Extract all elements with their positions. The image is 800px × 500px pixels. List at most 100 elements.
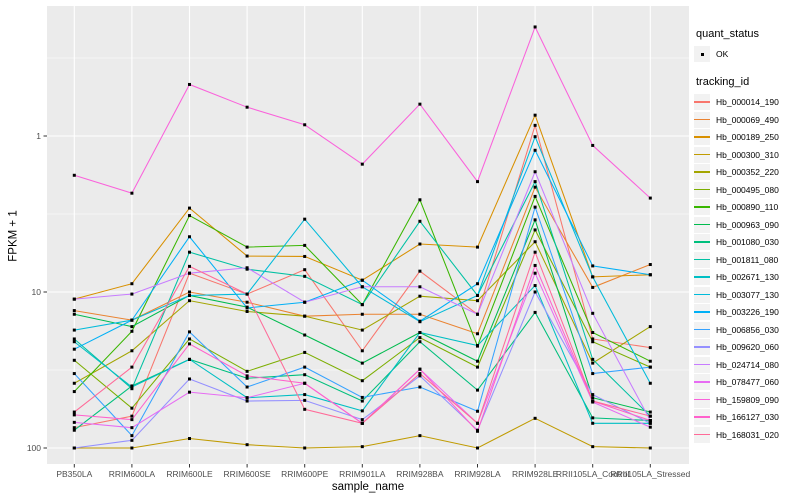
legend-item: Hb_009620_060 (694, 339, 800, 355)
data-point (648, 425, 652, 429)
y-tick-label: 10 (31, 287, 41, 297)
data-point (188, 299, 191, 303)
x-tick-label: RRIM901LA (339, 469, 386, 479)
data-point (303, 217, 307, 221)
legend-item: Hb_001080_030 (694, 234, 800, 250)
legend-line-swatch (694, 188, 710, 191)
data-point (303, 300, 307, 304)
legend-key-box (694, 46, 710, 62)
legend-item-label: Hb_000300_310 (716, 149, 779, 160)
data-point (72, 372, 76, 376)
data-point (591, 340, 595, 344)
y-axis-title: FPKM + 1 (7, 210, 20, 262)
data-point (418, 434, 422, 438)
data-point (648, 381, 652, 385)
data-point (360, 328, 364, 332)
legend-key-box (694, 426, 710, 443)
data-point (418, 385, 422, 389)
legend-item-label: Hb_001080_030 (716, 237, 779, 247)
data-point (303, 314, 307, 318)
legend-key-box (694, 146, 710, 163)
data-point (648, 365, 652, 369)
legend-item: Hb_024714_080 (694, 356, 800, 373)
data-point (188, 342, 191, 346)
data-point (533, 194, 537, 198)
data-point (245, 385, 249, 389)
legend-key-box (694, 251, 710, 268)
data-point (533, 240, 537, 244)
legend-item-label: Hb_078477_060 (716, 377, 779, 387)
data-point (591, 331, 595, 335)
data-point (533, 228, 537, 232)
data-point (533, 113, 537, 117)
data-point (130, 282, 134, 286)
legend-key-box (694, 409, 710, 425)
data-point (130, 387, 134, 391)
data-point (648, 273, 652, 277)
legend-item: Hb_166127_030 (694, 409, 800, 425)
legend-line-swatch (694, 381, 710, 383)
legend-key-box (694, 269, 710, 285)
legend-key-box (694, 111, 710, 128)
data-point (130, 426, 134, 430)
data-point (591, 393, 595, 397)
data-point (476, 343, 479, 347)
legend-item: Hb_006856_030 (694, 321, 800, 338)
data-point (72, 358, 76, 362)
legend-item: Hb_000069_490 (694, 111, 800, 128)
data-point (418, 198, 422, 202)
data-point (533, 180, 537, 184)
data-point (360, 278, 364, 282)
data-point (245, 306, 249, 310)
legend-line-swatch (694, 398, 710, 401)
data-point (303, 446, 307, 450)
data-point (360, 285, 364, 289)
data-point (188, 264, 191, 268)
legend-line-swatch (694, 276, 710, 278)
data-point (533, 218, 537, 222)
data-point (591, 361, 595, 365)
data-point (648, 346, 652, 350)
data-point (72, 446, 76, 450)
x-tick-label: RRIM928LE (511, 469, 559, 479)
data-point (648, 325, 652, 329)
legend-item: Hb_159809_090 (694, 391, 800, 408)
data-point (360, 162, 364, 166)
data-point (418, 312, 422, 316)
data-point (591, 445, 595, 449)
legend-item-label: Hb_000069_490 (716, 114, 779, 125)
legend-item-label: Hb_000495_080 (716, 184, 779, 195)
data-point (533, 148, 537, 152)
data-point (130, 446, 134, 450)
data-point (245, 399, 249, 403)
data-point (72, 337, 76, 341)
legend-item-label: Hb_003077_130 (716, 289, 779, 300)
data-point (418, 242, 422, 246)
data-point (72, 390, 76, 394)
legend-key-box (694, 356, 710, 373)
data-point (476, 388, 479, 392)
x-tick-label: RRII105LA_Control (555, 469, 630, 479)
data-point (303, 381, 307, 385)
data-point (245, 443, 249, 447)
data-point (648, 196, 652, 200)
legend-line-swatch (694, 206, 710, 208)
legend: quant_status OK tracking_id Hb_000014_19… (694, 28, 800, 444)
legend-item: Hb_000189_250 (694, 129, 800, 145)
data-point (303, 365, 307, 369)
data-point (648, 414, 652, 418)
data-point (476, 359, 479, 363)
legend-line-swatch (694, 118, 710, 121)
legend-line-swatch (694, 223, 710, 226)
legend-line-swatch (694, 101, 710, 103)
legend-item-label: Hb_002671_130 (716, 272, 779, 282)
data-point (418, 374, 422, 378)
x-tick-label: RRIM600SE (223, 469, 271, 479)
data-point (303, 398, 307, 402)
data-point (591, 416, 595, 420)
legend-key-box (694, 234, 710, 250)
x-tick-label: RRIM928LA (454, 469, 501, 479)
legend-key-box (694, 216, 710, 233)
